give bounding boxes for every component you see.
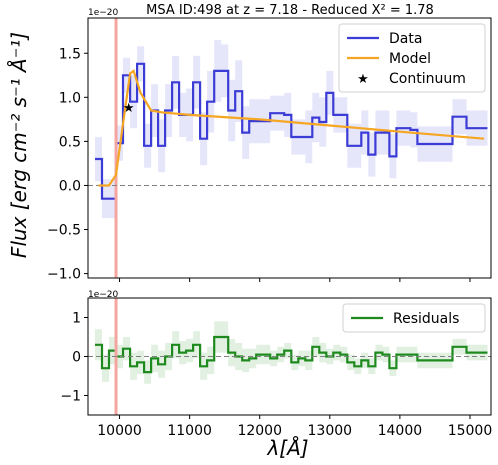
chart-title: MSA ID:498 at z = 7.18 - Reduced X² = 1.… <box>146 3 434 18</box>
legend-data-label: Data <box>389 31 422 47</box>
top-scale-note: 1e−20 <box>88 8 119 18</box>
residuals-panel: −1 0 1 10000 11000 12000 13000 14000 15000 Residu… <box>60 297 493 439</box>
legend-box <box>338 23 486 93</box>
bottom-scale-note: 1e−20 <box>88 290 119 300</box>
x-axis-label: λ[Å] <box>266 436 308 460</box>
axes-frame <box>87 17 492 279</box>
legend-continuum-marker: ★ <box>357 72 369 87</box>
y-tick-label: 0.5 <box>59 134 81 150</box>
x-tick-label: 14000 <box>378 423 423 439</box>
legend-box <box>342 303 486 333</box>
y-tick-label: −1 <box>60 389 81 405</box>
legend: Residuals <box>342 303 486 333</box>
series-model-line <box>98 69 485 187</box>
y-tick-label: 1 <box>72 311 81 327</box>
y-tick-label: 1.5 <box>59 46 81 62</box>
x-tick-label: 15000 <box>448 423 493 439</box>
legend-continuum-label: Continuum <box>389 71 466 87</box>
flux-panel: ★ −1.0 −0.5 0.0 0.5 1.0 1.5 Data Model ★ Continuum <box>47 17 492 283</box>
y-tick-label: −1.0 <box>47 267 81 283</box>
plot-area: ★ <box>88 18 491 278</box>
x-tick-label: 13000 <box>308 423 353 439</box>
y-axis-label: Flux [erg cm⁻² s⁻¹ Å⁻¹] <box>7 32 31 258</box>
legend-residuals-label: Residuals <box>393 311 459 327</box>
y-tick-label: 1.0 <box>59 90 81 106</box>
series-residuals-line <box>95 335 488 374</box>
y-tick-label: −0.5 <box>47 223 81 239</box>
plot-area <box>88 298 491 415</box>
continuum-marker: ★ <box>123 101 135 116</box>
x-tick-label: 12000 <box>237 423 282 439</box>
legend: Data Model ★ Continuum <box>338 23 486 93</box>
y-tick-label: 0 <box>72 350 81 366</box>
y-tick-label: 0.0 <box>59 178 81 194</box>
x-tick-label: 11000 <box>167 423 212 439</box>
legend-model-label: Model <box>389 51 431 67</box>
x-tick-label: 10000 <box>97 423 142 439</box>
